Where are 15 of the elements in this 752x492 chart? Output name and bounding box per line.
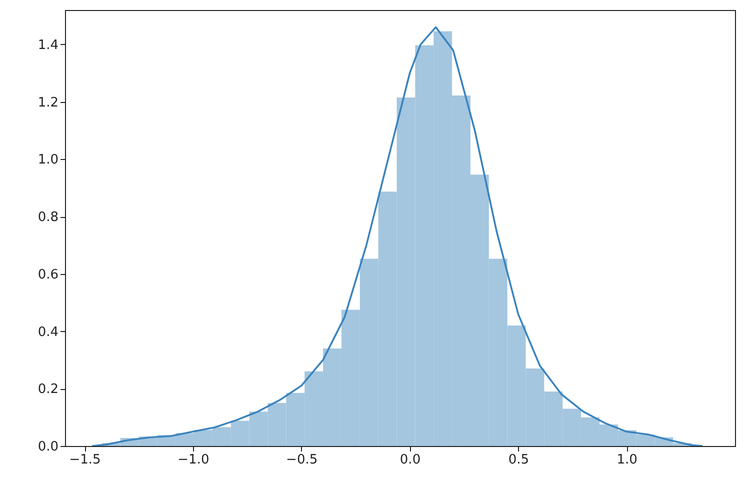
x-tick-label: −1.0 bbox=[178, 452, 210, 468]
y-tick-label: 0.8 bbox=[38, 210, 58, 226]
x-tick-label: −1.5 bbox=[69, 452, 101, 468]
y-tick-label: 0.6 bbox=[38, 267, 58, 282]
x-tick-label: 1.0 bbox=[616, 452, 638, 468]
y-tick-label: 0.2 bbox=[38, 382, 58, 398]
y-tick-label: 1.2 bbox=[38, 95, 58, 110]
y-tick-label: 0.4 bbox=[38, 324, 58, 340]
line-series bbox=[91, 26, 704, 446]
x-tick-label: −0.5 bbox=[286, 452, 318, 468]
y-tick-label: 0.0 bbox=[38, 440, 58, 454]
x-tick-label: 0.5 bbox=[508, 452, 530, 468]
y-tick-label: 1.0 bbox=[38, 152, 58, 168]
x-tick-label: 0.0 bbox=[400, 452, 421, 468]
y-tick-label: 1.4 bbox=[38, 38, 58, 53]
